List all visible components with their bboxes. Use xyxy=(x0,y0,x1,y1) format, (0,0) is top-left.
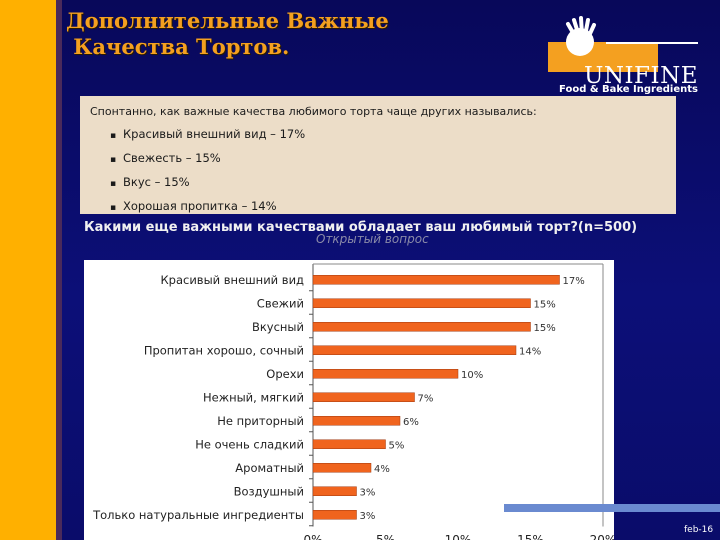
x-tick-label: 5% xyxy=(376,533,395,540)
logo-brand: UNIFINE xyxy=(583,63,698,89)
list-item: ▪ Красивый внешний вид – 17% xyxy=(110,126,305,150)
spontaneous-answers-panel: Спонтанно, как важные качества любимого … xyxy=(80,96,676,214)
category-label: Пропитан хорошо, сочный xyxy=(144,343,304,357)
square-bullet-icon: ▪ xyxy=(110,179,117,189)
square-bullet-icon: ▪ xyxy=(110,155,117,165)
data-label: 3% xyxy=(360,487,376,498)
bar xyxy=(312,392,415,402)
x-tick-label: 0% xyxy=(303,533,322,540)
bar xyxy=(312,416,401,426)
bar-chart: Красивый внешний вид 17% Свежий 15% Вкусный 1… xyxy=(92,263,614,540)
data-label: 10% xyxy=(461,370,483,381)
category-label: Не приторный xyxy=(217,414,304,428)
category-label: Нежный, мягкий xyxy=(203,390,304,404)
data-label: 15% xyxy=(534,299,556,310)
chart-area: Красивый внешний вид 17% Свежий 15% Вкусный 1… xyxy=(84,260,614,540)
logo-tagline: Food & Bake Ingredients xyxy=(559,84,698,95)
list-item-text: Хорошая пропитка – 14% xyxy=(123,199,277,213)
list-item: ▪ Вкус – 15% xyxy=(110,174,305,198)
page-title: Дополнительные Важные Качества Тортов. xyxy=(66,8,389,59)
category-label: Ароматный xyxy=(235,461,304,475)
list-item-text: Красивый внешний вид – 17% xyxy=(123,127,306,141)
list-item: ▪ Свежесть – 15% xyxy=(110,150,305,174)
category-label: Только натуральные ингредиенты xyxy=(92,508,304,522)
list-item-text: Свежесть – 15% xyxy=(123,151,221,165)
category-label: Красивый внешний вид xyxy=(160,273,304,287)
category-label: Свежий xyxy=(257,296,304,310)
chart-question: Какими еще важными качествами обладает в… xyxy=(84,220,638,235)
category-label: Воздушный xyxy=(234,484,304,498)
bar xyxy=(312,345,517,355)
data-label: 6% xyxy=(403,417,419,428)
square-bullet-icon: ▪ xyxy=(110,203,117,213)
bar xyxy=(312,439,386,449)
x-tick-label: 15% xyxy=(517,533,544,540)
logo-mark-icon xyxy=(548,16,698,72)
category-label: Орехи xyxy=(266,367,304,381)
data-label: 3% xyxy=(360,511,376,522)
x-tick-label: 20% xyxy=(590,533,614,540)
unifine-logo: UNIFINE Food & Bake Ingredients xyxy=(548,12,698,97)
spontaneous-list: ▪ Красивый внешний вид – 17% ▪ Свежесть – … xyxy=(110,126,305,222)
x-tick-label: 10% xyxy=(445,533,472,540)
footer-ribbon xyxy=(504,504,720,512)
list-item: ▪ Хорошая пропитка – 14% xyxy=(110,198,305,222)
data-label: 15% xyxy=(534,323,556,334)
bar xyxy=(312,510,357,520)
spontaneous-question: Спонтанно, как важные качества любимого … xyxy=(90,105,537,118)
data-label: 5% xyxy=(389,440,405,451)
bar xyxy=(312,463,372,473)
data-label: 17% xyxy=(563,276,585,287)
chart-subquestion: Открытый вопрос xyxy=(316,232,429,246)
bar xyxy=(312,369,459,379)
left-accent-stripe xyxy=(0,0,62,540)
square-bullet-icon: ▪ xyxy=(110,131,117,141)
bar xyxy=(312,486,357,496)
bar xyxy=(312,322,531,332)
data-label: 7% xyxy=(418,393,434,404)
category-label: Вкусный xyxy=(252,320,304,334)
bar xyxy=(312,275,560,285)
list-item-text: Вкус – 15% xyxy=(123,175,190,189)
bar xyxy=(312,298,531,308)
category-label: Не очень сладкий xyxy=(195,437,304,451)
data-label: 14% xyxy=(519,346,541,357)
footer-date: feb-16 xyxy=(684,525,714,535)
data-label: 4% xyxy=(374,464,390,475)
